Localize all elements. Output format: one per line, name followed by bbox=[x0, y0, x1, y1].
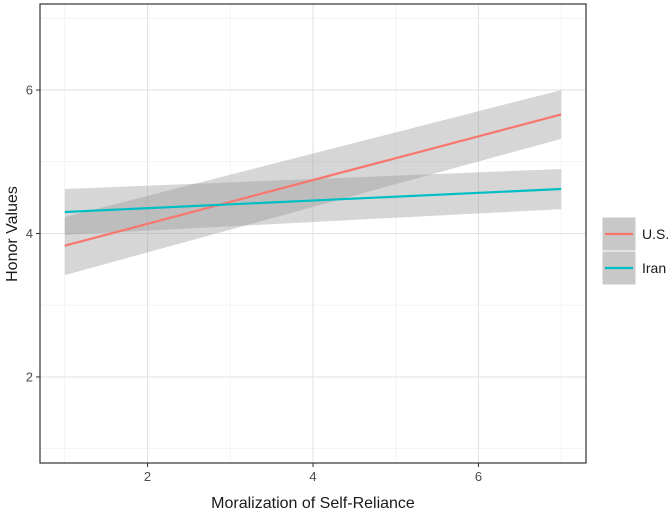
series-lines bbox=[64, 113, 562, 247]
legend-label: U.S. bbox=[642, 226, 669, 242]
y-tick-label: 2 bbox=[26, 369, 33, 384]
x-tick-label: 4 bbox=[309, 469, 316, 484]
grid-major bbox=[40, 4, 586, 463]
legend: U.S. Iran bbox=[601, 216, 669, 286]
x-tick-label: 6 bbox=[475, 469, 482, 484]
confidence-ribbons bbox=[64, 90, 562, 276]
x-tick-labels: 2 4 6 bbox=[144, 469, 482, 484]
x-tick-label: 2 bbox=[144, 469, 151, 484]
y-tick-label: 4 bbox=[26, 226, 33, 241]
legend-label: Iran bbox=[642, 260, 666, 276]
y-tick-label: 6 bbox=[26, 83, 33, 98]
series-line-iran bbox=[64, 187, 562, 214]
ci-ribbon-iran bbox=[64, 168, 562, 235]
ci-ribbon-us bbox=[64, 90, 562, 276]
axis-ticks bbox=[36, 89, 479, 467]
x-axis-title: Moralization of Self-Reliance bbox=[211, 495, 415, 512]
y-tick-labels: 2 4 6 bbox=[26, 83, 33, 385]
series-line-us bbox=[64, 113, 562, 247]
y-axis-title: Honor Values bbox=[4, 186, 21, 282]
